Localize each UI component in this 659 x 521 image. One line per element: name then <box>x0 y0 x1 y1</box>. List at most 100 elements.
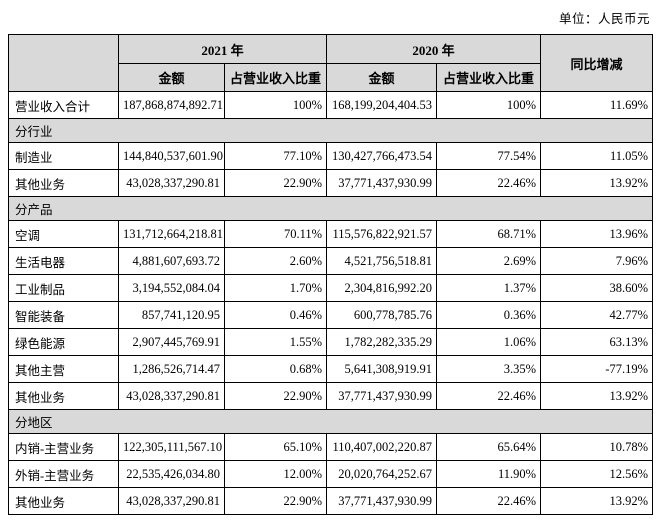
table-header: 2021 年 2020 年 同比增减 金额 占营业收入比重 金额 占营业收入比重 <box>8 34 654 92</box>
amount-2021-cell: 3,194,552,084.04 <box>118 274 225 302</box>
row-label: 工业制品 <box>8 274 119 302</box>
amount-2021-cell: 43,028,337,290.81 <box>118 382 225 410</box>
yoy-cell: -77.19% <box>540 355 654 383</box>
unit-label: 单位：人民币元 <box>558 12 650 26</box>
table-row: 营业收入合计 187,868,874,892.71 100% 168,199,204,… <box>8 91 654 119</box>
ratio-2021-cell: 65.10% <box>223 433 328 461</box>
table-row: 生活电器 4,881,607,693.72 2.60% 4,521,756,518.8… <box>8 247 654 275</box>
section-row: 分产品 <box>7 196 654 221</box>
ratio-2020-cell: 2.69% <box>436 247 542 275</box>
amount-2021-cell: 43,028,337,290.81 <box>118 169 225 197</box>
row-label: 其他业务 <box>8 382 119 410</box>
amount-2021-cell: 122,305,111,567.10 <box>118 433 225 461</box>
amount-2020-cell: 110,407,002,220.87 <box>326 433 438 461</box>
yoy-cell: 11.69% <box>540 91 654 119</box>
row-label: 制造业 <box>8 142 119 170</box>
ratio-2021-cell: 1.55% <box>223 328 328 356</box>
table-row: 智能装备 857,741,120.95 0.46% 600,778,785.76 0.3… <box>8 301 654 329</box>
ratio-2020-cell: 100% <box>436 91 542 119</box>
ratio-2021-cell: 12.00% <box>223 460 328 488</box>
amount-2020-cell: 5,641,308,919.91 <box>326 355 438 383</box>
yoy-cell: 10.78% <box>540 433 654 461</box>
ratio-2020-cell: 11.90% <box>436 460 542 488</box>
amount-2020-cell: 168,199,204,404.53 <box>326 91 438 119</box>
amount-2021-cell: 187,868,874,892.71 <box>118 91 225 119</box>
table-body: 营业收入合计 187,868,874,892.71 100% 168,199,204,… <box>7 91 654 515</box>
row-label: 营业收入合计 <box>8 91 119 119</box>
header-row-measures: 金额 占营业收入比重 金额 占营业收入比重 <box>9 63 653 92</box>
yoy-cell: 13.92% <box>540 382 654 410</box>
amount-2021-cell: 2,907,445,769.91 <box>118 328 225 356</box>
ratio-2020-cell: 22.46% <box>436 487 542 515</box>
ratio-2021-header: 占营业收入比重 <box>223 63 328 92</box>
year-2020-header: 2020 年 <box>326 34 542 64</box>
amount-2021-cell: 144,840,537,601.90 <box>118 142 225 170</box>
amount-2020-cell: 2,304,816,992.20 <box>326 274 438 302</box>
ratio-2020-header: 占营业收入比重 <box>436 63 542 92</box>
yoy-cell: 12.56% <box>540 460 654 488</box>
amount-2020-cell: 37,771,437,930.99 <box>326 487 438 515</box>
ratio-2020-cell: 22.46% <box>436 169 542 197</box>
amount-2020-cell: 115,576,822,921.57 <box>326 220 438 248</box>
amount-2021-cell: 131,712,664,218.81 <box>118 220 225 248</box>
yoy-cell: 7.96% <box>540 247 654 275</box>
ratio-2021-cell: 70.11% <box>223 220 328 248</box>
ratio-2020-cell: 68.71% <box>436 220 542 248</box>
row-label: 其他业务 <box>8 169 119 197</box>
yoy-cell: 63.13% <box>540 328 654 356</box>
amount-2021-cell: 22,535,426,034.80 <box>118 460 225 488</box>
row-label: 外销-主营业务 <box>8 460 119 488</box>
ratio-2021-cell: 0.46% <box>223 301 328 329</box>
ratio-2020-cell: 1.06% <box>436 328 542 356</box>
amount-2021-cell: 857,741,120.95 <box>118 301 225 329</box>
yoy-cell: 11.05% <box>540 142 654 170</box>
ratio-2020-cell: 3.35% <box>436 355 542 383</box>
section-label: 分地区 <box>7 409 654 434</box>
year-2021-header: 2021 年 <box>117 34 328 64</box>
table-row: 其他业务 43,028,337,290.81 22.90% 37,771,437,93… <box>8 382 654 410</box>
amount-2020-header: 金额 <box>326 63 438 92</box>
section-row: 分地区 <box>7 409 654 434</box>
corner-cell <box>8 34 119 92</box>
yoy-cell: 13.92% <box>540 169 654 197</box>
row-label: 绿色能源 <box>8 328 119 356</box>
ratio-2020-cell: 77.54% <box>436 142 542 170</box>
row-label: 其他主营 <box>8 355 119 383</box>
ratio-2020-cell: 0.36% <box>436 301 542 329</box>
amount-2020-cell: 4,521,756,518.81 <box>326 247 438 275</box>
ratio-2020-cell: 1.37% <box>436 274 542 302</box>
amount-2021-cell: 43,028,337,290.81 <box>118 487 225 515</box>
table-row: 其他业务 43,028,337,290.81 22.90% 37,771,437,93… <box>8 169 654 197</box>
row-label: 其他业务 <box>8 487 119 515</box>
ratio-2021-cell: 77.10% <box>223 142 328 170</box>
row-label: 空调 <box>8 220 119 248</box>
yoy-header: 同比增减 <box>540 34 654 92</box>
section-label: 分产品 <box>7 196 654 221</box>
ratio-2021-cell: 22.90% <box>223 487 328 515</box>
yoy-cell: 38.60% <box>540 274 654 302</box>
table-row: 外销-主营业务 22,535,426,034.80 12.00% 20,020,764… <box>8 460 654 488</box>
amount-2021-header: 金额 <box>118 63 225 92</box>
ratio-2021-cell: 22.90% <box>223 382 328 410</box>
amount-2020-cell: 20,020,764,252.67 <box>326 460 438 488</box>
table-row: 内销-主营业务 122,305,111,567.10 65.10% 110,407,0… <box>8 433 654 461</box>
amount-2020-cell: 37,771,437,930.99 <box>326 169 438 197</box>
amount-2020-cell: 37,771,437,930.99 <box>326 382 438 410</box>
yoy-cell: 13.96% <box>540 220 654 248</box>
ratio-2021-cell: 2.60% <box>223 247 328 275</box>
row-label: 智能装备 <box>8 301 119 329</box>
section-row: 分行业 <box>7 118 654 143</box>
table-row: 空调 131,712,664,218.81 70.11% 115,576,822,92… <box>8 220 654 248</box>
amount-2021-cell: 4,881,607,693.72 <box>118 247 225 275</box>
table-row: 绿色能源 2,907,445,769.91 1.55% 1,782,282,335.2… <box>8 328 654 356</box>
ratio-2021-cell: 22.90% <box>223 169 328 197</box>
revenue-breakdown-table: 2021 年 2020 年 同比增减 金额 占营业收入比重 金额 占营业收入比重… <box>7 34 654 515</box>
amount-2020-cell: 130,427,766,473.54 <box>326 142 438 170</box>
amount-2021-cell: 1,286,526,714.47 <box>118 355 225 383</box>
ratio-2020-cell: 22.46% <box>436 382 542 410</box>
yoy-cell: 13.92% <box>540 487 654 515</box>
ratio-2021-cell: 1.70% <box>223 274 328 302</box>
ratio-2021-cell: 0.68% <box>223 355 328 383</box>
table-row: 其他业务 43,028,337,290.81 22.90% 37,771,437,93… <box>8 487 654 515</box>
table-row: 工业制品 3,194,552,084.04 1.70% 2,304,816,992.2… <box>8 274 654 302</box>
